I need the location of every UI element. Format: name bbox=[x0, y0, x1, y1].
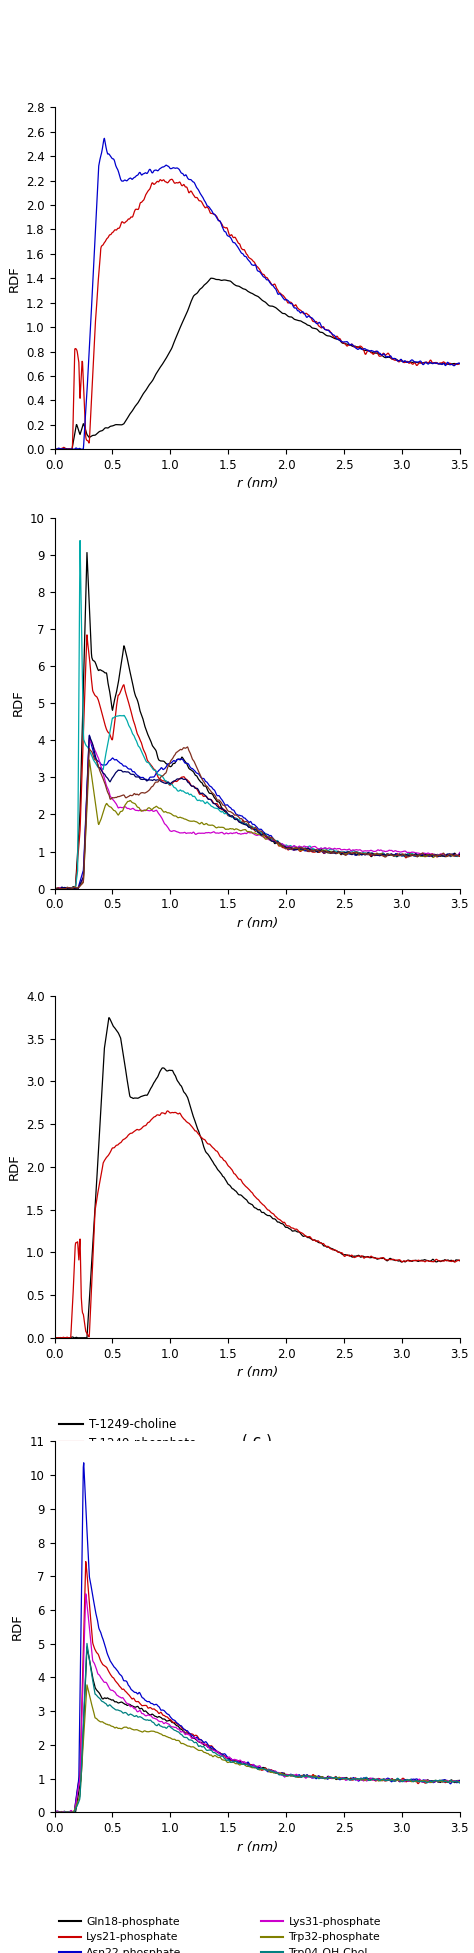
X-axis label: r (nm): r (nm) bbox=[237, 477, 278, 490]
Text: ( b ): ( b ) bbox=[242, 1074, 273, 1090]
Text: ( a ): ( a ) bbox=[242, 545, 273, 561]
Legend: T-1249-choline, T-1249-phosphate: T-1249-choline, T-1249-phosphate bbox=[55, 1414, 201, 1455]
Text: ( c ): ( c ) bbox=[242, 1434, 272, 1449]
Legend: Gln19-phosphate, Gln27-phosphate, Lys31-phosphate, Trp32-phosphate: Gln19-phosphate, Gln27-phosphate, Lys31-… bbox=[257, 1000, 386, 1064]
X-axis label: r (nm): r (nm) bbox=[237, 1840, 278, 1853]
X-axis label: r (nm): r (nm) bbox=[237, 916, 278, 930]
Y-axis label: RDF: RDF bbox=[11, 1613, 24, 1641]
Legend: Lys31-phosphate, Trp32-phosphate, Trp04-OH-Chol: Lys31-phosphate, Trp32-phosphate, Trp04-… bbox=[257, 1912, 385, 1953]
Y-axis label: RDF: RDF bbox=[11, 689, 24, 717]
X-axis label: r (nm): r (nm) bbox=[237, 1365, 278, 1379]
Legend: T-1249-OH-Chol, T-1249-phosphate, T-1249-choline: T-1249-OH-Chol, T-1249-phosphate, T-1249… bbox=[55, 523, 201, 584]
Y-axis label: RDF: RDF bbox=[8, 1154, 20, 1180]
Y-axis label: RDF: RDF bbox=[8, 266, 20, 291]
